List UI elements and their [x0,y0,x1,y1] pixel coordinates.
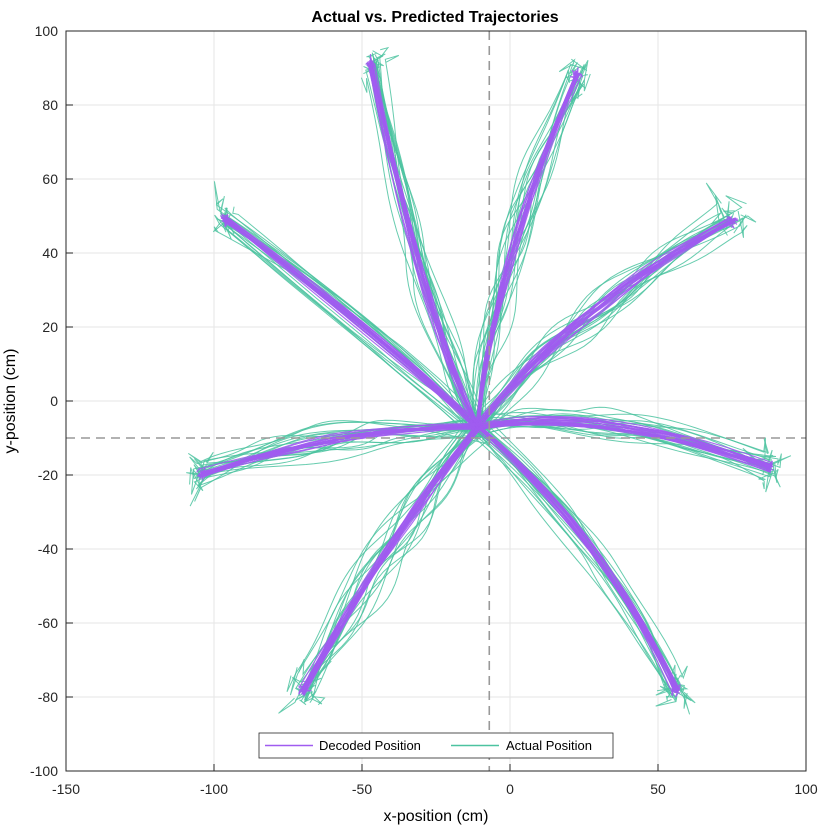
actual-trajectory-up-right [472,62,581,428]
decoded-trajectory-down-right [478,426,679,691]
actual-trajectory-up-left [371,58,480,437]
decoded-trajectory-down-left [303,426,476,689]
x-tick-label: -50 [352,781,372,797]
decoded-trajectory-right [478,421,772,467]
y-tick-label: -100 [30,763,58,779]
actual-trajectory-up-left [365,62,482,429]
actual-trajectory-up-right [478,73,573,424]
decoded-trajectory-left-up [224,219,480,430]
y-tick-label: 40 [42,245,58,261]
decoded-trajectories [196,53,774,698]
x-tick-label: 50 [650,781,666,797]
actual-trajectory-right [481,413,766,461]
actual-trajectory-down-left [299,419,476,692]
decoded-trajectory-left [202,423,479,477]
actual-trajectory-right [485,423,779,478]
decoded-trajectory-right [476,418,773,464]
legend: Decoded Position Actual Position [258,732,614,759]
actual-trajectory-left [189,419,477,473]
decoded-trajectory-down-right [478,427,681,692]
x-tick-label: 100 [794,781,818,797]
legend-actual-label: Actual Position [506,738,592,753]
x-tick-label: 0 [506,781,514,797]
decoded-trajectory-right-up [475,222,735,425]
actual-trajectory-left [192,429,478,479]
decoded-trajectory-up-right [477,67,579,429]
actual-trajectory-down-left [289,438,491,696]
decoded-trajectory-left [202,424,480,476]
actual-trajectory-down-right [471,424,676,693]
actual-trajectory-down-left [286,417,475,693]
x-tick-label: -150 [52,781,80,797]
decoded-trajectory-up-left [368,60,478,430]
actual-trajectory-down-right [484,428,676,684]
decoded-trajectory-left [201,425,477,476]
actual-trajectory-up-right [473,74,588,421]
y-tick-label: -60 [38,615,58,631]
axis-ticks: -150 -100 -50 0 50 100 -100 -80 -60 -40 -20 0 20 40 60… [30,23,818,797]
y-tick-label: -80 [38,689,58,705]
decoded-trajectory-right [478,423,771,473]
y-axis-label: y-position (cm) [2,349,19,454]
actual-trajectory-up-left [372,64,472,435]
x-axis-label: x-position (cm) [384,808,489,825]
decoded-trajectory-down-left [301,428,481,692]
actual-trajectory-left [206,435,482,475]
decoded-trajectory-down-right [477,424,681,693]
y-tick-label: 0 [50,393,58,409]
decoded-trajectory-up-left [369,53,481,429]
chart-title: Actual vs. Predicted Trajectories [311,9,558,26]
decoded-trajectory-up-right [476,73,576,428]
decoded-trajectory-up-left [369,64,479,430]
y-tick-label: -40 [38,541,58,557]
y-tick-label: 60 [42,171,58,187]
x-tick-label: -100 [200,781,228,797]
actual-trajectory-up-left [360,77,474,435]
actual-trajectory-down-right [485,431,677,707]
actual-trajectory-up-left [366,60,483,426]
y-tick-label: -20 [38,467,58,483]
decoded-trajectory-left-up [222,217,477,428]
y-tick-label: 20 [42,319,58,335]
actual-trajectory-right-up [479,204,725,437]
reference-lines [66,31,806,771]
actual-trajectory-left-up [223,219,476,435]
actual-trajectory-right-up [474,220,738,438]
y-tick-label: 80 [42,97,58,113]
legend-decoded-label: Decoded Position [319,738,421,753]
decoded-trajectory-right-up [478,219,733,428]
legend-box [258,732,614,759]
y-tick-label: 100 [35,23,59,39]
decoded-trajectory-left-up [222,214,478,428]
actual-trajectory-down-right [469,424,670,696]
